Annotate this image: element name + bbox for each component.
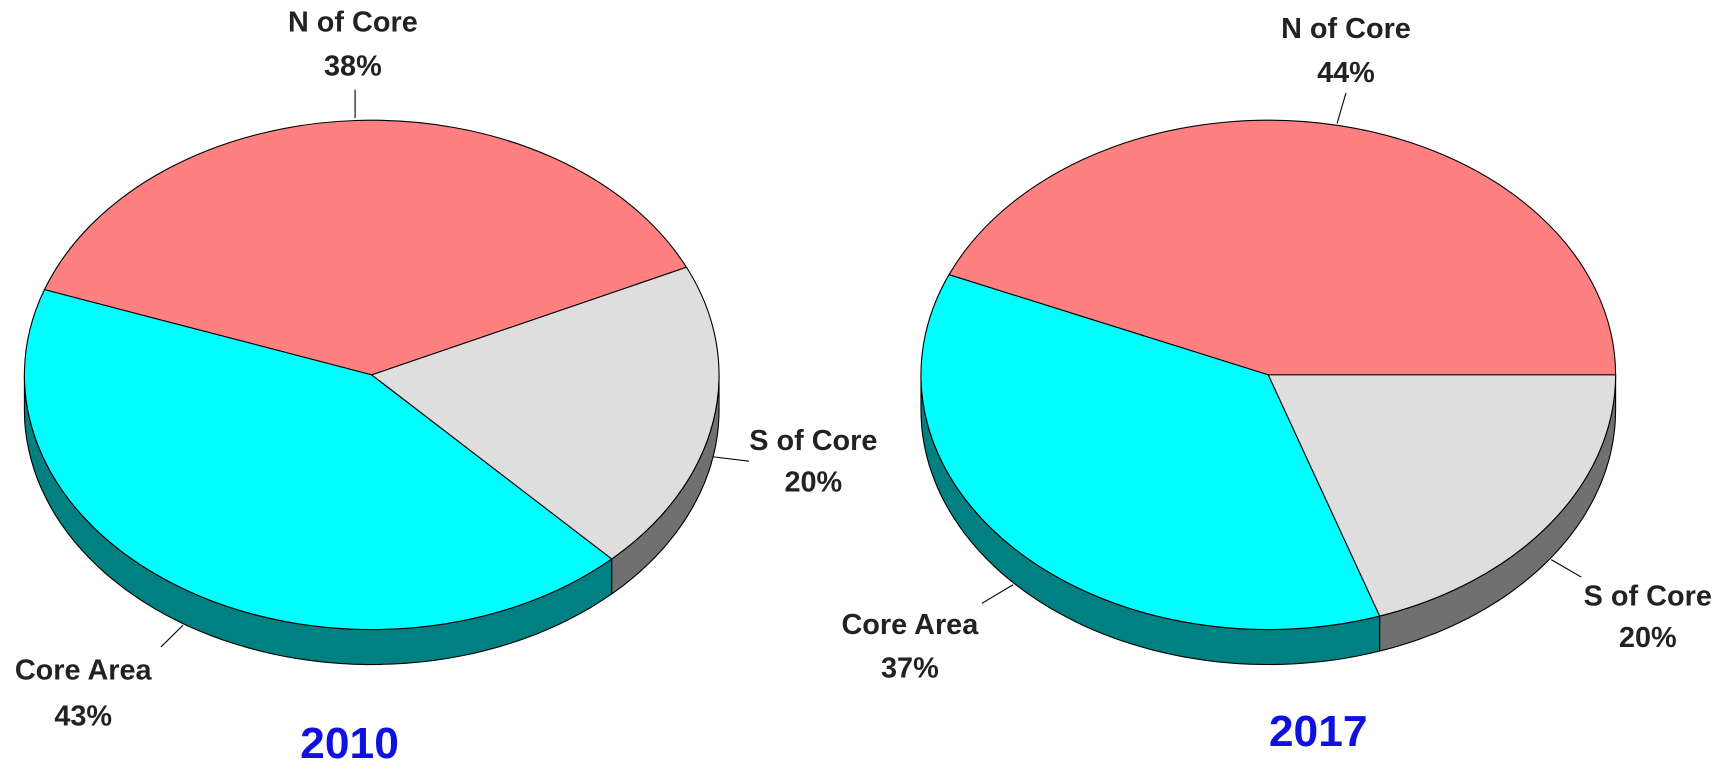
slice-label: S of Core xyxy=(1584,581,1712,613)
slice-value: 20% xyxy=(1619,622,1677,654)
slice-value: 37% xyxy=(881,653,939,685)
leader-line xyxy=(1550,559,1582,578)
leader-line xyxy=(713,456,750,462)
slice-value: 38% xyxy=(324,50,382,82)
leader-line xyxy=(981,584,1014,604)
slice xyxy=(948,119,1617,376)
slice-value: 43% xyxy=(54,701,112,733)
slice xyxy=(43,119,688,376)
slice-label: N of Core xyxy=(1281,13,1411,45)
slice xyxy=(23,289,613,631)
chart-title: 2010 xyxy=(300,719,399,768)
slice-value: 44% xyxy=(1317,57,1375,89)
slice-label: Core Area xyxy=(15,655,153,687)
slice xyxy=(370,266,720,560)
leader-line xyxy=(160,624,184,648)
slice xyxy=(1267,374,1617,617)
slice xyxy=(920,274,1381,631)
chart-title: 2017 xyxy=(1269,707,1368,756)
slice-label: S of Core xyxy=(749,425,877,457)
slice-value: 20% xyxy=(784,467,842,499)
slice-label: Core Area xyxy=(841,609,979,641)
leader-line xyxy=(1336,92,1347,124)
slice-label: N of Core xyxy=(288,7,418,39)
